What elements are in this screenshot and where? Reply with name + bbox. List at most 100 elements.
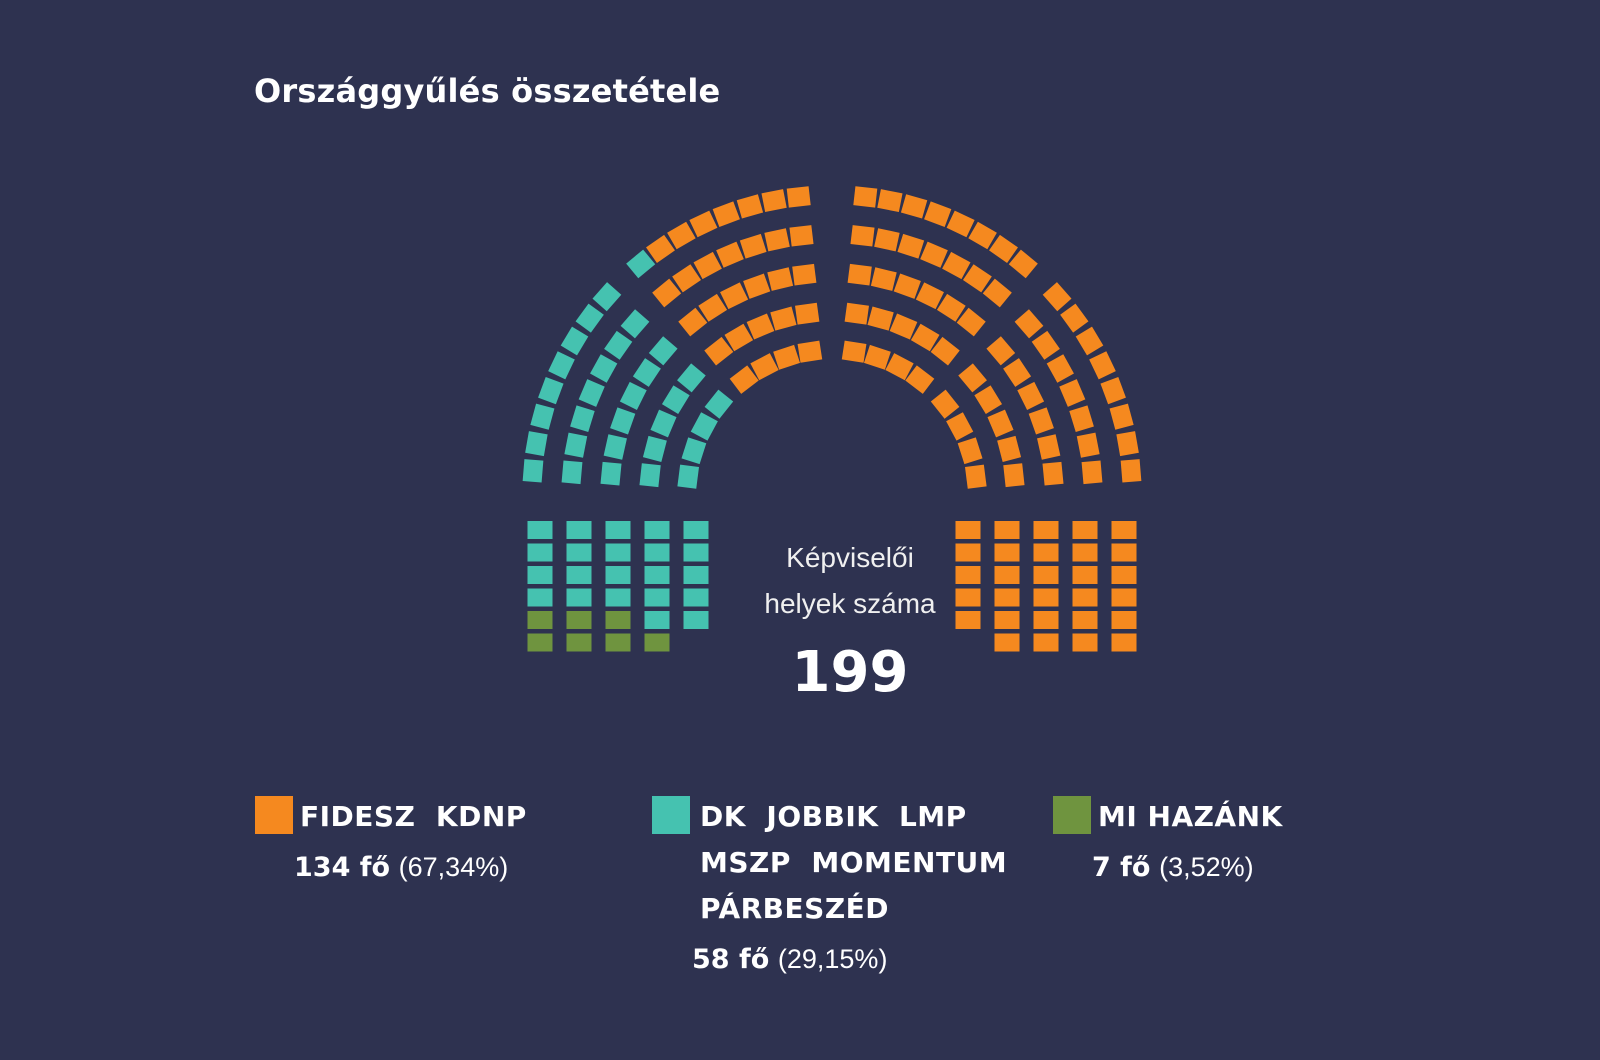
seat-opposition (620, 309, 650, 339)
seat-opposition (592, 282, 622, 312)
seat-fidesz (942, 251, 971, 280)
seat-fidesz (936, 293, 966, 322)
seat-fidesz (1120, 459, 1142, 483)
seat-fidesz (1046, 354, 1074, 383)
seat-fidesz (946, 412, 974, 441)
seat-fidesz (994, 543, 1020, 562)
seat-fidesz (910, 323, 940, 352)
seat-fidesz (900, 194, 928, 219)
seat-fidesz (1033, 588, 1059, 607)
seat-fidesz (1014, 309, 1044, 339)
seat-fidesz (1076, 432, 1100, 458)
seat-fidesz (974, 385, 1003, 415)
seat-fidesz (1109, 403, 1134, 430)
seat-opposition (605, 521, 631, 539)
seat-opposition (548, 351, 575, 380)
seat-fidesz (850, 225, 875, 247)
seat-fidesz (1111, 588, 1137, 607)
seat-opposition (527, 566, 553, 584)
legend-percent-opposition: (29,15%) (777, 944, 888, 974)
seat-fidesz (958, 363, 987, 393)
seat-fidesz (786, 186, 811, 208)
seat-fidesz (982, 278, 1012, 308)
seat-fidesz (957, 437, 983, 465)
seat-opposition (639, 463, 661, 488)
seat-fidesz (1100, 376, 1126, 405)
seat-fidesz (743, 273, 771, 299)
seat-fidesz (712, 201, 740, 227)
seat-opposition (619, 381, 647, 410)
center-label-line2: helyek száma (764, 588, 936, 619)
seat-fidesz (994, 633, 1020, 652)
center-label-line1: Képviselői (786, 542, 914, 573)
seat-fidesz (867, 306, 894, 331)
legend-name-fidesz: FIDESZ KDNP (300, 800, 527, 833)
legend-stat-mihazank: 7 fő (3,52%) (1092, 852, 1254, 883)
seat-fidesz (893, 273, 921, 299)
seat-fidesz (955, 543, 981, 562)
legend-seats-opposition: 58 fő (692, 944, 770, 975)
seat-fidesz (698, 293, 728, 322)
seat-fidesz (989, 234, 1018, 263)
seat-fidesz (955, 588, 981, 607)
seat-fidesz (946, 210, 975, 238)
seat-opposition (560, 326, 589, 356)
seat-fidesz (1072, 611, 1098, 629)
seat-fidesz (924, 201, 952, 227)
seat-opposition (677, 363, 706, 393)
seat-fidesz (1008, 249, 1038, 279)
seat-opposition (522, 459, 544, 483)
seat-opposition (527, 543, 553, 562)
seat-opposition (605, 543, 631, 562)
seat-opposition (590, 354, 618, 383)
seat-opposition (570, 405, 595, 432)
seat-mihazank (527, 611, 553, 629)
seat-fidesz (853, 186, 878, 208)
seat-fidesz (672, 264, 702, 293)
seat-opposition (650, 409, 677, 438)
seat-fidesz (693, 251, 722, 280)
seat-fidesz (1089, 351, 1116, 380)
seat-fidesz (1111, 611, 1137, 629)
seat-fidesz (764, 228, 790, 252)
seat-fidesz (905, 365, 935, 394)
seat-fidesz (877, 189, 903, 213)
legend-percent-mihazank: (3,52%) (1159, 852, 1254, 882)
seat-opposition (561, 460, 583, 485)
seat-fidesz (955, 566, 981, 584)
seat-fidesz (986, 336, 1016, 366)
seat-fidesz (844, 302, 869, 325)
seat-fidesz (739, 233, 767, 259)
seat-opposition (690, 412, 718, 441)
seat-fidesz (667, 221, 696, 250)
seat-fidesz (1111, 543, 1137, 562)
seat-fidesz (1111, 633, 1137, 652)
seat-fidesz (889, 313, 918, 340)
seat-opposition (566, 566, 592, 584)
seat-fidesz (1033, 543, 1059, 562)
seat-fidesz (689, 210, 718, 238)
seat-fidesz (1059, 379, 1086, 407)
seat-opposition (661, 385, 690, 415)
seat-fidesz (767, 267, 794, 291)
seat-fidesz (720, 282, 749, 310)
seat-mihazank (605, 633, 631, 652)
seat-opposition (644, 521, 670, 539)
seat-fidesz (1031, 330, 1060, 360)
seat-opposition (605, 588, 631, 607)
seat-opposition (530, 403, 555, 430)
seat-fidesz (1033, 633, 1059, 652)
seat-opposition (644, 588, 670, 607)
seat-fidesz (1069, 405, 1094, 432)
seat-fidesz (1111, 566, 1137, 584)
legend-swatch-fidesz (255, 796, 293, 834)
legend-seats-mihazank: 7 fő (1092, 852, 1151, 883)
legend-percent-fidesz: (67,34%) (398, 852, 509, 882)
seat-opposition (578, 379, 605, 407)
seat-fidesz (1042, 461, 1064, 486)
seat-opposition (527, 521, 553, 539)
seat-opposition (605, 566, 631, 584)
seat-fidesz (797, 340, 823, 363)
seat-fidesz (761, 189, 787, 213)
